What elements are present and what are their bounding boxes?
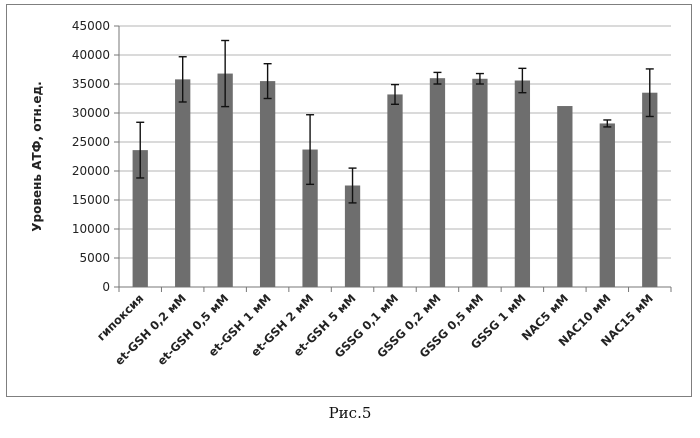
bar bbox=[472, 79, 487, 287]
chart-frame: 0 5000 10000 15000 20000 25000 30000 35000 40000… bbox=[6, 4, 692, 397]
bar bbox=[642, 93, 657, 287]
bar bbox=[515, 81, 530, 287]
bar bbox=[600, 123, 615, 287]
y-axis-title: Уровень АТФ, отн.ед. bbox=[30, 81, 44, 231]
y-tick-label: 45000 bbox=[72, 19, 110, 33]
bar bbox=[387, 94, 402, 287]
y-tick-label: 15000 bbox=[72, 193, 110, 207]
x-category-label: et-GSH 0,2 мМ bbox=[112, 291, 189, 368]
bars bbox=[133, 74, 658, 287]
y-tick-label: 25000 bbox=[72, 135, 110, 149]
bar bbox=[430, 78, 445, 287]
bar bbox=[260, 81, 275, 287]
x-category-label: et-GSH 0,5 мМ bbox=[154, 291, 231, 368]
y-tick-labels: 0 5000 10000 15000 20000 25000 30000 35000 40000… bbox=[72, 19, 110, 294]
x-tick-labels: гипоксияet-GSH 0,2 мМet-GSH 0,5 мМet-GSH… bbox=[94, 291, 656, 368]
bar bbox=[175, 79, 190, 287]
y-tick-label: 35000 bbox=[72, 77, 110, 91]
bar bbox=[557, 106, 572, 287]
y-tick-label: 30000 bbox=[72, 106, 110, 120]
figure-caption: Рис.5 bbox=[0, 404, 700, 422]
y-tick-label: 5000 bbox=[79, 251, 110, 265]
y-tick-label: 10000 bbox=[72, 222, 110, 236]
y-tick-label: 40000 bbox=[72, 48, 110, 62]
y-tick-label: 0 bbox=[102, 280, 110, 294]
y-tick-label: 20000 bbox=[72, 164, 110, 178]
bar-chart: 0 5000 10000 15000 20000 25000 30000 35000 40000… bbox=[7, 5, 693, 398]
